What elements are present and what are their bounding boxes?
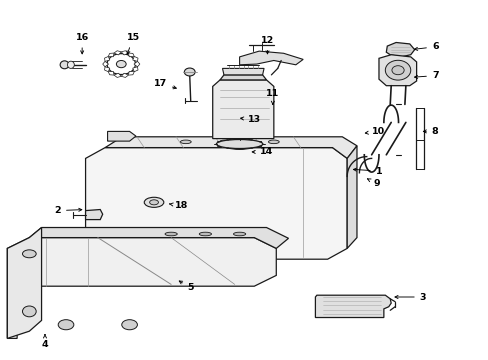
Text: 3: 3 <box>394 292 426 302</box>
Polygon shape <box>104 57 110 61</box>
Text: 9: 9 <box>367 179 379 188</box>
Polygon shape <box>220 75 266 80</box>
Ellipse shape <box>268 140 279 144</box>
Polygon shape <box>128 71 134 75</box>
Polygon shape <box>108 71 114 75</box>
Polygon shape <box>315 295 390 318</box>
Ellipse shape <box>22 250 36 258</box>
Ellipse shape <box>67 61 74 68</box>
Polygon shape <box>105 137 356 158</box>
Ellipse shape <box>184 68 195 76</box>
Polygon shape <box>7 228 41 338</box>
Ellipse shape <box>22 306 36 317</box>
Polygon shape <box>104 67 110 72</box>
Text: 5: 5 <box>179 281 194 292</box>
Text: 10: 10 <box>365 127 385 136</box>
Ellipse shape <box>391 66 404 75</box>
Ellipse shape <box>180 140 191 144</box>
Ellipse shape <box>149 200 158 205</box>
Polygon shape <box>378 55 416 86</box>
Polygon shape <box>29 228 288 248</box>
Polygon shape <box>108 53 114 57</box>
Polygon shape <box>7 238 276 338</box>
Polygon shape <box>85 148 346 259</box>
Polygon shape <box>212 80 273 139</box>
Polygon shape <box>239 51 303 65</box>
Polygon shape <box>134 61 140 67</box>
Ellipse shape <box>385 60 410 80</box>
Ellipse shape <box>164 232 177 236</box>
Ellipse shape <box>199 232 211 236</box>
Text: 14: 14 <box>252 148 273 156</box>
Text: 4: 4 <box>41 335 48 349</box>
Text: 12: 12 <box>260 36 274 54</box>
Ellipse shape <box>222 139 256 149</box>
Text: 17: 17 <box>153 79 176 89</box>
Polygon shape <box>132 57 138 61</box>
Polygon shape <box>128 53 134 57</box>
Polygon shape <box>121 73 128 77</box>
Text: 18: 18 <box>169 202 188 210</box>
Ellipse shape <box>116 60 126 68</box>
Text: 8: 8 <box>423 127 438 136</box>
Polygon shape <box>102 61 108 67</box>
Polygon shape <box>114 51 121 55</box>
Ellipse shape <box>107 54 135 75</box>
Ellipse shape <box>233 232 245 236</box>
Text: 11: 11 <box>265 89 279 104</box>
Ellipse shape <box>219 140 230 144</box>
Polygon shape <box>85 210 102 220</box>
Text: 2: 2 <box>54 206 81 215</box>
Polygon shape <box>386 42 414 57</box>
Polygon shape <box>132 67 138 72</box>
Ellipse shape <box>58 320 74 330</box>
Ellipse shape <box>122 320 137 330</box>
Ellipse shape <box>60 61 69 69</box>
Ellipse shape <box>144 197 163 207</box>
Text: 6: 6 <box>414 42 438 51</box>
Polygon shape <box>114 73 121 77</box>
Polygon shape <box>121 51 128 55</box>
Text: 13: 13 <box>240 115 260 124</box>
Polygon shape <box>346 146 356 248</box>
Polygon shape <box>107 131 136 141</box>
Text: 7: 7 <box>414 71 438 80</box>
Polygon shape <box>222 68 264 75</box>
Text: 1: 1 <box>353 166 382 175</box>
Ellipse shape <box>216 139 263 148</box>
Text: 16: 16 <box>75 33 89 54</box>
Text: 15: 15 <box>126 33 139 54</box>
